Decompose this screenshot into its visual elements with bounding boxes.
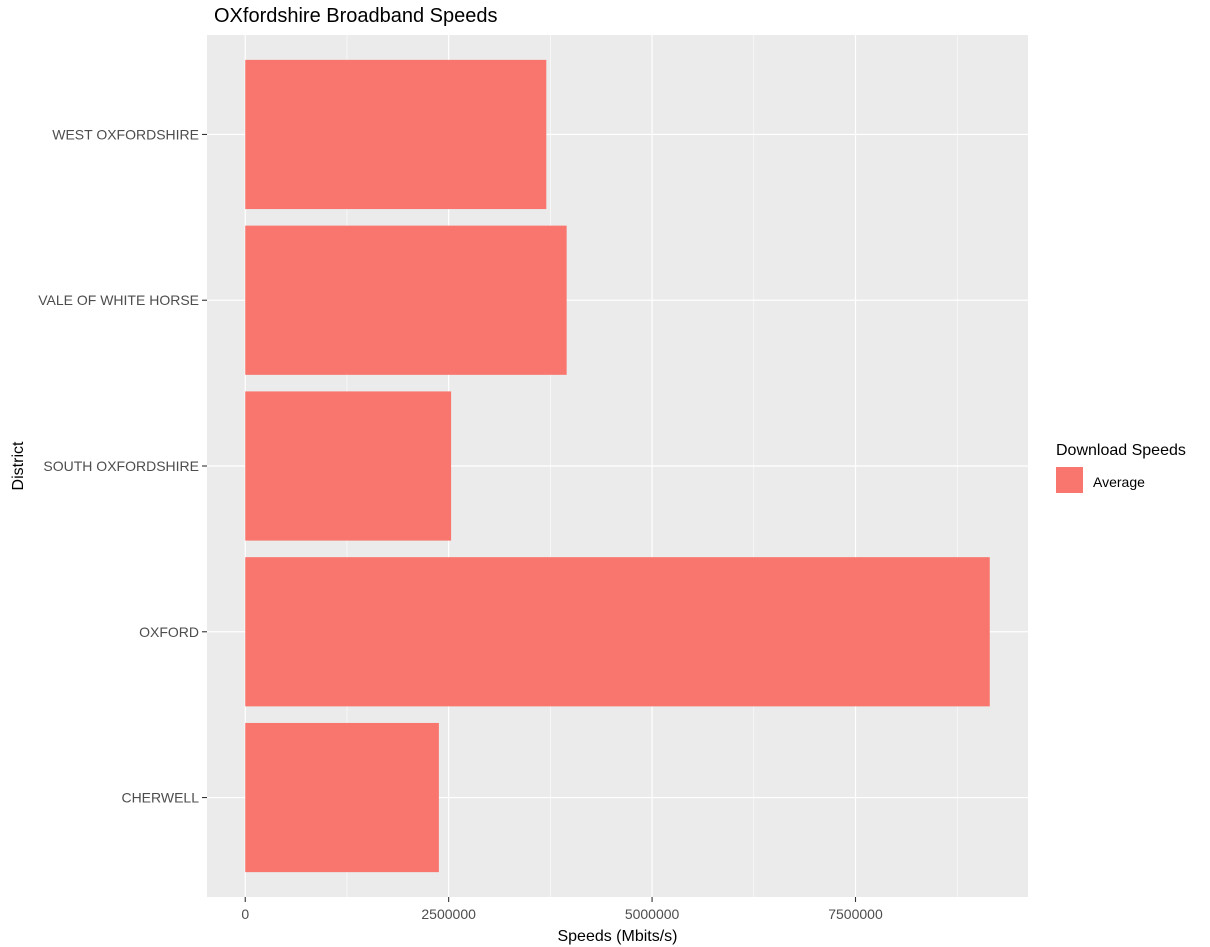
x-axis-ticks: 0 2500000 5000000 7500000 [241,897,883,922]
y-tick-label: WEST OXFORDSHIRE [52,126,199,142]
bar-west-oxfordshire [245,59,547,210]
bar-cherwell [245,722,439,873]
x-tick-label: 2500000 [421,906,476,922]
y-tick-label: CHERWELL [121,790,199,806]
bar-vale-of-white-horse [245,225,567,375]
y-axis-ticks: CHERWELL OXFORD SOUTH OXFORDSHIRE VALE OF W… [38,126,207,806]
bars [245,59,990,873]
y-tick-label: SOUTH OXFORDSHIRE [43,458,199,474]
x-axis-title: Speeds (Mbits/s) [557,928,677,945]
legend-key-average [1056,467,1083,493]
x-tick-label: 0 [241,906,249,922]
bar-south-oxfordshire [245,391,452,541]
x-tick-label: 5000000 [625,906,680,922]
legend: Download Speeds Average [1056,442,1186,493]
bar-oxford [245,557,990,707]
legend-label-average: Average [1093,474,1145,490]
y-tick-label: OXFORD [139,624,199,640]
chart-title: OXfordshire Broadband Speeds [214,5,498,27]
x-tick-label: 7500000 [828,906,883,922]
y-axis-title: District [10,441,27,490]
y-tick-label: VALE OF WHITE HORSE [38,292,199,308]
legend-title: Download Speeds [1056,442,1186,459]
